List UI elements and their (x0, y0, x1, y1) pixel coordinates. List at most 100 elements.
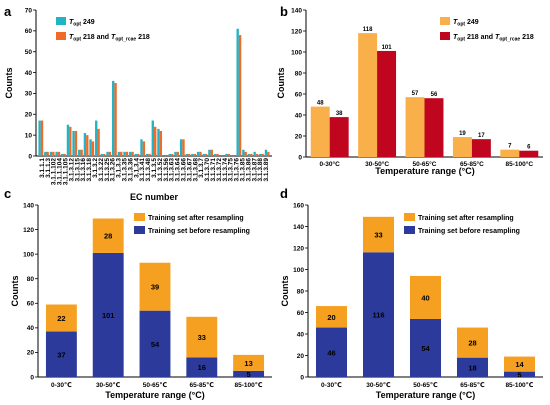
data-label: 48 (317, 101, 324, 107)
x-tick-label: 3.1.3.36 (127, 158, 134, 182)
bar (52, 151, 55, 156)
data-label: 7 (508, 144, 512, 150)
bar (117, 151, 121, 156)
bar (253, 151, 256, 156)
bar (199, 151, 202, 156)
bar (78, 149, 81, 156)
x-tick-label: 30-50°C (365, 160, 389, 168)
bar (358, 33, 378, 157)
y-tick-label: 160 (293, 202, 304, 209)
x-axis-title: Temperature range (°C) (376, 390, 475, 400)
x-tick-label: 65-85℃ (460, 381, 485, 389)
x-tick-label: 3.1.1.3 (45, 158, 52, 178)
bar (204, 153, 208, 156)
bar-before (456, 357, 489, 377)
y-tick-label: 20 (27, 350, 35, 357)
bar (255, 153, 259, 156)
data-label: 101 (102, 311, 115, 320)
x-tick-label: 65-85°C (460, 160, 484, 168)
x-tick-label: 30-50℃ (366, 381, 391, 389)
y-tick-label: 30 (25, 91, 33, 98)
bar (264, 149, 268, 156)
bar (123, 151, 126, 156)
x-tick-label: 3.1.3.87 (251, 158, 258, 182)
y-tick-label: 0 (300, 374, 304, 381)
x-tick-label: 3.1.1.102 (51, 158, 58, 185)
x-tick-label: 0-30℃ (321, 381, 342, 389)
legend-swatch (440, 32, 450, 40)
bar (137, 153, 140, 156)
bar-after (362, 216, 395, 253)
panel-letter: c (4, 186, 11, 201)
bar (377, 50, 397, 158)
bar (46, 151, 49, 156)
bar (208, 149, 211, 156)
x-tick-label: 85-100°C (506, 160, 534, 168)
x-tick-label: 3.1.3.15 (74, 158, 81, 182)
data-label: 56 (431, 92, 438, 98)
legend-swatch (56, 17, 66, 25)
legend-swatch (134, 213, 145, 221)
x-tick-label: 3.1.1.105 (63, 158, 70, 185)
x-tick-label: 3.1.3.85 (239, 158, 246, 182)
bar (259, 153, 262, 156)
x-tick-label: 3.1.3.88 (257, 158, 264, 182)
legend-label: Training set after resampling (148, 215, 244, 222)
panel-d: d 0 20 40 60 80 100 120 140 160 46 20 116 33 54 40 18 28 5… (280, 186, 543, 400)
x-tick-label: 3.1.3.67 (186, 158, 193, 182)
y-axis-title: Counts (276, 68, 286, 99)
y-tick-label: 60 (295, 91, 303, 98)
bar (89, 139, 92, 156)
bar (44, 151, 47, 156)
y-tick-label: 40 (295, 112, 303, 119)
data-label: 5 (517, 370, 521, 379)
bar-after (139, 262, 171, 311)
bar (114, 83, 117, 156)
x-axis-title: Temperature range (°C) (375, 166, 474, 176)
bar (329, 117, 349, 157)
bar (40, 120, 44, 156)
bar-before (139, 310, 171, 377)
legend-label: Topt 218 and Topt_rcae 218 (453, 34, 534, 43)
data-label: 5 (247, 370, 251, 379)
legend-label: Training set before resampling (418, 228, 520, 235)
panel-letter: b (280, 4, 288, 19)
x-tick-label: 3.1.3.70 (204, 158, 211, 182)
y-tick-label: 120 (293, 245, 304, 252)
bar (142, 141, 146, 156)
data-label: 33 (374, 231, 382, 240)
x-tick-label: 30-50℃ (96, 381, 121, 389)
bar (157, 128, 160, 156)
x-tick-label: 50-65℃ (143, 381, 168, 389)
bar (238, 35, 242, 156)
x-tick-label: 3.1.3.16 (80, 158, 87, 182)
y-tick-label: 0 (30, 374, 34, 381)
x-tick-label: 3.1.1.1 (39, 158, 46, 178)
y-tick-label: 120 (291, 28, 302, 35)
data-label: 46 (327, 348, 335, 357)
x-tick-label: 3.1.3.56 (163, 158, 170, 182)
legend: Topt 249 Topt 218 and Topt_rcae 218 (440, 17, 534, 43)
bar (210, 149, 213, 156)
bar (170, 153, 174, 156)
bar (193, 153, 196, 156)
data-label: 37 (57, 350, 65, 359)
bar (95, 120, 98, 156)
bar (159, 130, 163, 156)
bar (86, 135, 89, 156)
legend: Training set after resampling Training se… (404, 213, 520, 235)
x-tick-label: 3.1.3.5 (151, 158, 158, 178)
panel-c: c 0 20 40 60 80 100 120 140 37 22 101 28 54 39 16 33 5 13 0… (4, 186, 272, 400)
data-label: 28 (468, 339, 476, 348)
bar (244, 151, 247, 156)
data-label: 118 (363, 27, 373, 33)
bar (66, 124, 70, 156)
bar-after (503, 356, 536, 372)
x-tick-label: 65-85℃ (190, 381, 215, 389)
bar (500, 149, 520, 157)
bar (80, 149, 83, 156)
bar (196, 151, 200, 156)
panel-letter: d (280, 186, 288, 201)
x-tick-label: 3.1.3.41 (139, 158, 146, 182)
legend-label: Topt 249 (69, 19, 95, 28)
